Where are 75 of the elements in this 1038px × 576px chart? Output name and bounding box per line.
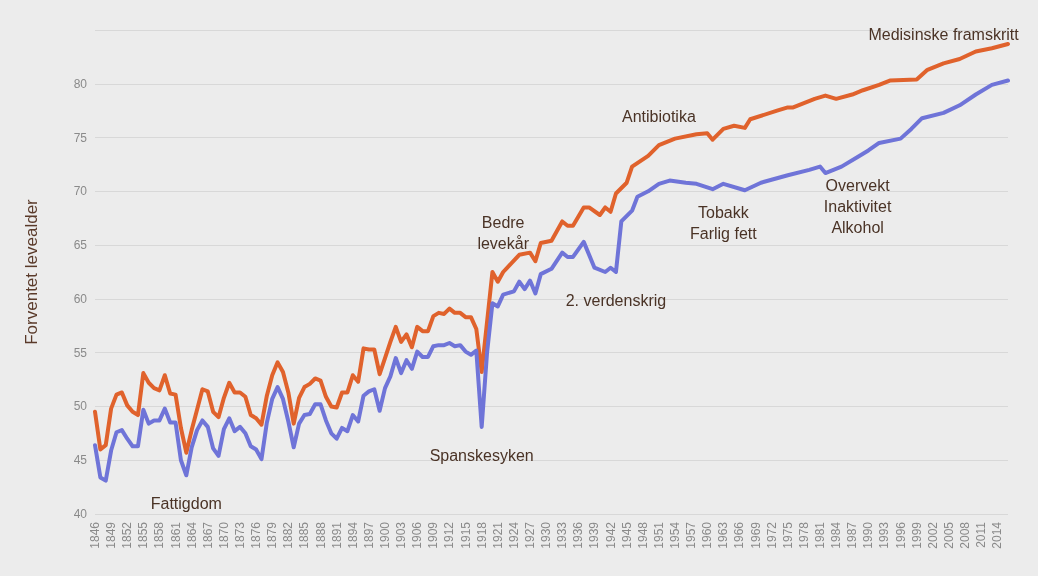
x-tick-label: 1849 <box>104 521 119 549</box>
x-tick-label: 1846 <box>88 521 102 549</box>
x-tick-label: 1999 <box>909 521 924 549</box>
x-tick-label: 1996 <box>893 521 908 549</box>
x-tick-label: 1912 <box>442 521 457 549</box>
x-tick-label: 1906 <box>410 521 425 549</box>
x-tick-label: 1882 <box>281 521 296 549</box>
x-tick-label: 1897 <box>361 521 376 549</box>
x-tick-label: 1870 <box>216 521 231 549</box>
x-tick-label: 1969 <box>748 521 763 549</box>
annotation: Fattigdom <box>150 495 222 513</box>
x-tick-label: 1963 <box>716 521 731 549</box>
annotation: 2. verdenskrig <box>565 292 667 309</box>
x-tick-label: 1915 <box>458 521 473 549</box>
x-tick-label: 1930 <box>539 521 554 549</box>
x-tick-label: 1984 <box>829 521 844 549</box>
x-tick-label: 1921 <box>490 521 505 549</box>
x-tick-label: 1891 <box>329 521 344 549</box>
x-tick-label: 2005 <box>941 521 956 549</box>
x-tick-label: 1879 <box>265 521 280 549</box>
y-tick-label: 60 <box>73 291 88 306</box>
x-tick-label: 1978 <box>796 521 811 549</box>
annotation: Spanskesyken <box>429 446 534 464</box>
x-tick-label: 1966 <box>732 521 747 549</box>
annotation: Tobakk Farlig fett <box>690 203 758 242</box>
x-tick-label: 2008 <box>958 521 973 549</box>
x-tick-label: 1852 <box>120 521 135 549</box>
annotation: Antibiotika <box>622 108 696 126</box>
x-tick-label: 1927 <box>523 521 538 549</box>
x-tick-label: 1948 <box>635 521 650 549</box>
x-tick-label: 1942 <box>603 521 618 549</box>
annotation: Overvekt Inaktivitet Alkohol <box>823 176 892 236</box>
x-tick-label: 1900 <box>378 521 393 549</box>
x-tick-label: 1993 <box>877 521 892 549</box>
y-tick-label: 45 <box>73 453 88 468</box>
x-tick-label: 2011 <box>974 521 989 548</box>
x-tick-label: 1954 <box>668 521 683 549</box>
annotation: Bedre levekår <box>477 214 530 252</box>
x-tick-label: 1864 <box>184 521 199 549</box>
x-tick-label: 1933 <box>555 521 570 549</box>
x-tick-label: 1861 <box>168 521 183 549</box>
x-tick-label: 1939 <box>587 521 602 549</box>
y-tick-label: 70 <box>73 184 88 199</box>
x-tick-label: 1888 <box>313 521 328 549</box>
y-tick-label: 65 <box>73 238 88 253</box>
x-tick-label: 1873 <box>233 521 248 549</box>
x-tick-label: 1957 <box>684 521 699 549</box>
x-tick-label: 1960 <box>700 521 715 549</box>
x-tick-label: 1972 <box>764 521 779 549</box>
x-tick-label: 1855 <box>136 521 151 549</box>
annotation: Medisinske framskritt <box>868 26 1020 44</box>
x-tick-label: 1987 <box>845 521 860 549</box>
x-tick-label: 2002 <box>925 521 940 549</box>
y-tick-label: 75 <box>73 130 88 145</box>
x-tick-label: 1918 <box>474 521 489 549</box>
x-tick-label: 2014 <box>990 521 1005 549</box>
x-tick-label: 1867 <box>200 521 215 549</box>
x-tick-label: 1975 <box>780 521 795 549</box>
y-tick-label: 50 <box>73 399 88 414</box>
x-tick-label: 1990 <box>861 521 876 549</box>
x-tick-label: 1876 <box>249 521 264 549</box>
x-tick-label: 1936 <box>571 521 586 549</box>
x-tick-label: 1981 <box>813 521 828 549</box>
y-tick-label: 80 <box>73 76 88 91</box>
x-tick-label: 1885 <box>297 521 312 549</box>
x-tick-label: 1924 <box>506 521 521 549</box>
y-axis-title: Forventet levealder <box>22 198 41 345</box>
x-tick-label: 1903 <box>394 521 409 549</box>
x-tick-label: 1909 <box>426 521 441 549</box>
x-tick-label: 1858 <box>152 521 167 549</box>
x-tick-label: 1894 <box>345 521 360 549</box>
x-tick-label: 1945 <box>619 521 634 549</box>
x-tick-label: 1951 <box>651 521 666 549</box>
y-tick-label: 40 <box>73 507 88 521</box>
y-tick-label: 55 <box>73 345 88 360</box>
